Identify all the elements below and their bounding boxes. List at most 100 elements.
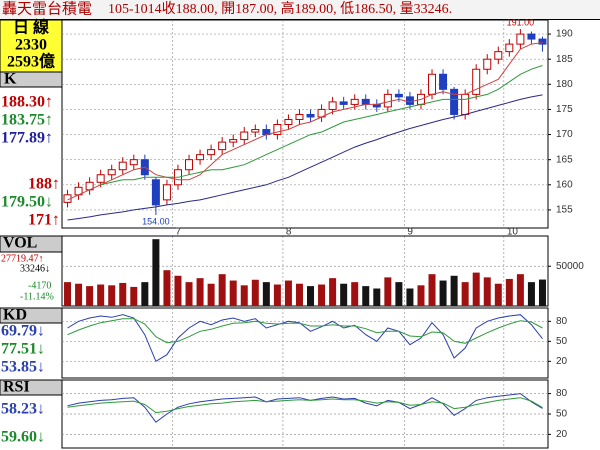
candle-body	[527, 33, 536, 40]
annotation: 154.00	[142, 216, 170, 226]
code: 2330	[15, 37, 47, 54]
candle-body	[240, 131, 249, 141]
volume-bar	[229, 280, 237, 306]
header-bar	[0, 0, 600, 19]
volume-bar	[75, 283, 83, 306]
volume-bar	[97, 284, 105, 306]
x-tick-label: 7	[175, 227, 181, 238]
volume-bar	[505, 278, 513, 306]
volume-bar	[196, 278, 204, 306]
candle-body	[505, 43, 514, 53]
candle-body	[428, 73, 437, 95]
annotation: 191.00	[507, 17, 535, 27]
volume-bar	[494, 283, 502, 306]
indicator-line	[67, 314, 543, 363]
y-tick-label: 50	[556, 409, 568, 420]
indicator-line	[67, 94, 543, 221]
candle-body	[273, 124, 282, 136]
candle-body	[405, 96, 414, 105]
candle-body	[538, 38, 547, 45]
candle-body	[383, 93, 392, 108]
volume-bar	[108, 285, 116, 306]
kd-value: 77.51↓	[1, 341, 45, 358]
kd-value: 69.79↓	[1, 323, 45, 340]
volume-bar	[351, 282, 359, 306]
rsi-value: 58.23↓	[1, 401, 45, 418]
candle-body	[251, 129, 260, 133]
volume-bar	[527, 282, 535, 306]
stock-name: 轟天雷台積電	[2, 0, 92, 17]
volume-bar	[141, 282, 149, 306]
y-tick-label: 80	[556, 388, 568, 399]
indicator-line	[67, 393, 543, 423]
volume-bar	[483, 277, 491, 306]
candle-body	[96, 174, 105, 183]
candle-body	[162, 184, 171, 201]
volume-bar	[86, 286, 94, 306]
volume-bar	[284, 280, 292, 306]
period: 日 線	[13, 18, 49, 37]
candle-body	[185, 159, 194, 171]
y-tick-label: 50	[556, 336, 568, 347]
volume-bar	[262, 282, 270, 306]
kd-value: 53.85↓	[1, 359, 45, 376]
volume-bar	[329, 278, 337, 306]
volume-bar	[538, 279, 546, 306]
volume-bar	[251, 279, 259, 306]
volume-bar	[406, 288, 414, 306]
indicator-line	[67, 318, 543, 344]
candle-body	[107, 169, 116, 176]
volume-bar	[218, 274, 226, 306]
volume-bar	[307, 286, 315, 306]
y-tick-label: 155	[556, 205, 573, 216]
volume-bar	[130, 286, 138, 306]
quote: 105-1014收188.00, 開187.00, 高189.00, 低186.…	[108, 0, 452, 17]
x-tick-label: 9	[407, 227, 413, 238]
vol-value: 33246↓	[20, 263, 50, 274]
rsi-label: RSI	[3, 379, 30, 396]
volume-bar	[163, 270, 171, 306]
y-tick-label: 160	[556, 179, 573, 190]
candle-body	[350, 98, 359, 105]
indicator-line	[67, 42, 543, 201]
panel-frame	[61, 19, 549, 229]
ma-value: 183.75↑	[1, 112, 53, 129]
volume-bar	[318, 284, 326, 306]
candle-body	[439, 73, 448, 90]
volume-bar	[428, 274, 436, 306]
range-value: 179.50↓	[1, 194, 53, 211]
volume-bar	[417, 285, 425, 306]
candle-body	[328, 101, 337, 110]
k-label: K	[4, 71, 17, 88]
candle-body	[196, 154, 205, 161]
y-tick-label: 165	[556, 154, 573, 165]
candle-body	[494, 51, 503, 60]
y-tick-label: 175	[556, 104, 573, 115]
vol-change-pct: -11.14%	[20, 291, 54, 302]
y-tick-label: 50000	[556, 261, 584, 272]
volume-bar	[185, 282, 193, 306]
volume-bar	[362, 286, 370, 306]
volume-bar	[340, 283, 348, 306]
volume-bar	[384, 277, 392, 306]
candle-body	[151, 179, 160, 206]
candle-body	[284, 118, 293, 126]
volume-bar	[240, 285, 248, 306]
x-tick-label: 10	[507, 227, 519, 238]
y-tick-label: 20	[556, 356, 568, 367]
y-tick-label: 20	[556, 429, 568, 440]
candle-body	[516, 33, 525, 45]
volume-bar	[273, 284, 281, 306]
vol-label: VOL	[3, 235, 37, 252]
rsi-value: 59.60↓	[1, 429, 45, 446]
volume-bar	[472, 272, 480, 306]
volume-bar	[295, 283, 303, 306]
vol-value: 27719.47↑	[1, 253, 44, 264]
kd-label: KD	[3, 307, 27, 324]
candle-body	[229, 139, 238, 143]
candle-body	[483, 58, 492, 70]
cap: 2593億	[7, 52, 55, 71]
indicator-line	[67, 397, 543, 414]
volume-bar	[152, 239, 160, 306]
